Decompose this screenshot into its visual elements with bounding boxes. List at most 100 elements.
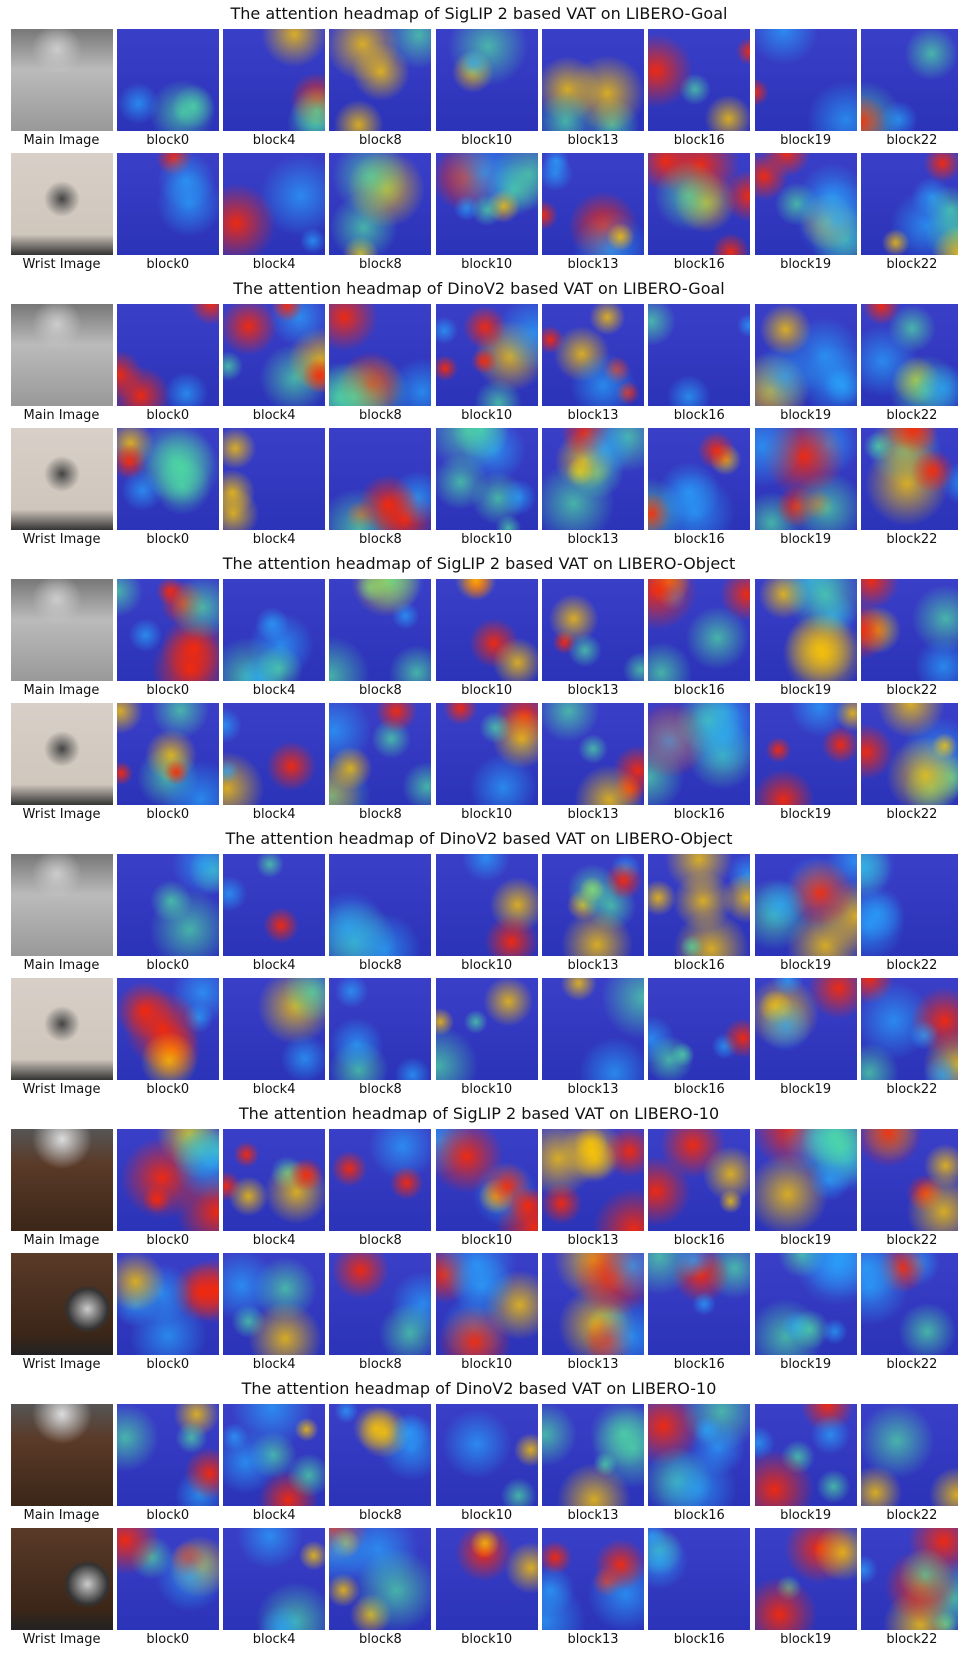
input-image: [10, 152, 113, 255]
image-caption: block10: [461, 132, 513, 148]
attention-heatmap: [860, 152, 958, 255]
attention-heatmap: [754, 702, 857, 805]
image-caption: block16: [673, 531, 725, 547]
image-caption: block10: [461, 1356, 513, 1372]
attention-heatmap: [860, 1403, 958, 1506]
image-caption: block13: [567, 132, 619, 148]
attention-heatmap: [542, 1128, 644, 1231]
image-caption: block0: [146, 132, 190, 148]
attention-heatmap: [329, 1128, 432, 1231]
attention-heatmap: [435, 578, 538, 681]
image-caption: Wrist Image: [22, 1081, 101, 1097]
image-caption: block22: [886, 1232, 938, 1248]
attention-heatmap: [116, 1252, 219, 1355]
attention-heatmap: [860, 1527, 958, 1630]
attention-heatmap: [329, 1403, 432, 1506]
image-caption: Main Image: [23, 682, 100, 698]
image-caption: block8: [359, 1232, 402, 1248]
image-caption: block8: [359, 1081, 402, 1097]
attention-heatmap: [223, 28, 326, 131]
image-caption: block13: [567, 531, 619, 547]
attention-heatmap: [542, 427, 644, 530]
image-caption: block16: [673, 1507, 725, 1523]
attention-heatmap: [435, 853, 538, 956]
image-caption: block8: [359, 682, 402, 698]
attention-heatmap: [435, 1128, 538, 1231]
input-image: [10, 1252, 113, 1355]
image-caption: block8: [359, 1507, 402, 1523]
image-caption: block10: [461, 1081, 513, 1097]
input-image: [10, 1527, 113, 1630]
attention-heatmap: [329, 578, 432, 681]
image-caption: block8: [359, 256, 402, 272]
attention-heatmap: [223, 303, 326, 406]
image-caption: block4: [252, 407, 296, 423]
image-caption: block10: [461, 682, 513, 698]
image-caption: Main Image: [23, 407, 100, 423]
attention-heatmap: [329, 427, 432, 530]
section-title: The attention headmap of SigLIP 2 based …: [230, 4, 728, 23]
image-caption: block10: [461, 256, 513, 272]
image-caption: block19: [780, 1507, 832, 1523]
input-image: [10, 578, 113, 681]
image-caption: block22: [886, 531, 938, 547]
image-caption: Main Image: [23, 957, 100, 973]
image-caption: block0: [146, 682, 190, 698]
image-caption: block19: [780, 407, 832, 423]
image-caption: block13: [567, 407, 619, 423]
attention-heatmap: [542, 1252, 644, 1355]
attention-heatmap: [542, 578, 644, 681]
image-caption: Wrist Image: [22, 806, 101, 822]
attention-heatmap: [116, 303, 219, 406]
attention-heatmap: [754, 28, 857, 131]
image-caption: block19: [780, 806, 832, 822]
image-caption: block16: [673, 1081, 725, 1097]
section-title: The attention headmap of DinoV2 based VA…: [225, 829, 733, 848]
attention-heatmap: [116, 427, 219, 530]
attention-heatmap: [435, 977, 538, 1080]
image-caption: block16: [673, 682, 725, 698]
image-caption: block0: [146, 531, 190, 547]
attention-heatmap: [754, 977, 857, 1080]
attention-heatmap: [648, 1128, 751, 1231]
attention-heatmap: [116, 1403, 219, 1506]
attention-heatmap: [542, 28, 644, 131]
image-caption: block10: [461, 957, 513, 973]
attention-heatmap: [329, 702, 432, 805]
image-caption: block4: [252, 1356, 296, 1372]
attention-heatmap: [648, 303, 751, 406]
attention-heatmap: [329, 28, 432, 131]
attention-heatmap: [223, 427, 326, 530]
image-caption: block22: [886, 806, 938, 822]
image-caption: block8: [359, 806, 402, 822]
image-caption: block4: [252, 1631, 296, 1647]
attention-heatmap: [754, 152, 857, 255]
input-image: [10, 1128, 113, 1231]
image-caption: block0: [146, 957, 190, 973]
image-caption: block22: [886, 407, 938, 423]
image-caption: block4: [252, 806, 296, 822]
attention-heatmap: [860, 702, 958, 805]
attention-heatmap: [754, 578, 857, 681]
section-title: The attention headmap of DinoV2 based VA…: [233, 279, 725, 298]
image-caption: block22: [886, 1081, 938, 1097]
image-caption: block22: [886, 1356, 938, 1372]
attention-heatmap: [648, 427, 751, 530]
attention-heatmap: [648, 152, 751, 255]
image-caption: block13: [567, 1631, 619, 1647]
image-caption: block13: [567, 256, 619, 272]
attention-heatmap: [860, 977, 958, 1080]
image-caption: Main Image: [23, 1232, 100, 1248]
image-caption: block22: [886, 682, 938, 698]
image-caption: block4: [252, 1232, 296, 1248]
image-caption: block10: [461, 1631, 513, 1647]
attention-heatmap: [860, 853, 958, 956]
attention-heatmap: [116, 578, 219, 681]
image-caption: block13: [567, 806, 619, 822]
image-caption: block22: [886, 256, 938, 272]
image-caption: block22: [886, 957, 938, 973]
image-caption: Main Image: [23, 1507, 100, 1523]
attention-heatmap: [329, 853, 432, 956]
image-caption: block8: [359, 132, 402, 148]
